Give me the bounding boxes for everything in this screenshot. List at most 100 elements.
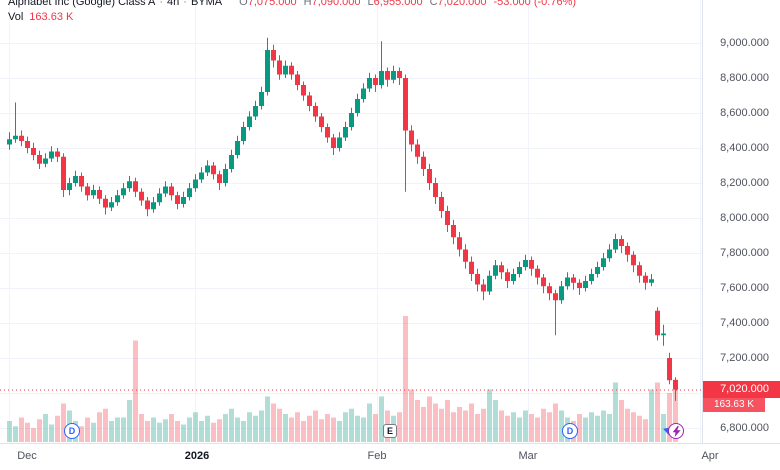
volume-bar: [487, 389, 492, 442]
volume-bar: [103, 408, 108, 442]
dividend-badge[interactable]: D: [562, 423, 578, 439]
volume-bar: [13, 426, 18, 442]
candle-body: [265, 50, 270, 92]
high-value: 7,090.000: [311, 0, 361, 8]
earnings-badge-label: E: [386, 426, 393, 436]
candle-body: [391, 71, 396, 80]
volume-bar: [205, 415, 210, 442]
dividend-badge[interactable]: D: [64, 423, 80, 439]
volume-bar: [499, 410, 504, 442]
candle-body: [403, 78, 408, 131]
candle-body: [151, 202, 156, 210]
candle-body: [421, 156, 426, 169]
symbol-legend[interactable]: Alphabet Inc (Google) Class A · 4h · BYMA O7,…: [8, 0, 576, 8]
candle-body: [259, 92, 264, 106]
current-price-label: 7,020.000: [703, 380, 780, 398]
dividend-badge-label: D: [68, 426, 76, 436]
volume-bar: [439, 408, 444, 442]
candle-body: [277, 60, 282, 75]
candle-body: [355, 99, 360, 113]
candle-body: [457, 237, 462, 250]
candle-body: [517, 267, 522, 274]
candle-body: [397, 71, 402, 78]
volume-bar: [163, 419, 168, 442]
flash-event-badge[interactable]: [668, 423, 684, 439]
volume-bar: [361, 417, 366, 442]
candle-body: [115, 195, 120, 203]
price-axis-label: 6,800.000: [720, 422, 769, 434]
volume-bar: [121, 417, 126, 442]
volume-bar: [469, 403, 474, 442]
volume-legend[interactable]: Vol 163.63 K: [8, 11, 73, 23]
candle-body: [487, 275, 492, 292]
volume-bar: [595, 415, 600, 442]
exchange-label: BYMA: [190, 0, 223, 8]
candle-body: [577, 282, 582, 288]
earnings-badge[interactable]: E: [383, 424, 397, 438]
volume-bar: [481, 408, 486, 442]
volume-bar: [223, 414, 228, 442]
volume-bar: [49, 424, 54, 442]
symbol-title[interactable]: Alphabet Inc (Google) Class A: [8, 0, 156, 8]
candle-body: [343, 127, 348, 138]
volume-bar: [355, 415, 360, 442]
candle-body: [409, 130, 414, 145]
volume-bar: [145, 421, 150, 442]
volume-bar: [535, 417, 540, 442]
volume-bar: [115, 417, 120, 442]
time-axis-label: 2026: [184, 450, 210, 462]
volume-bar: [271, 403, 276, 442]
candle-body: [319, 116, 324, 127]
price-axis-label: 8,600.000: [720, 107, 769, 119]
volume-bar: [457, 407, 462, 442]
volume-bar: [415, 400, 420, 442]
close-value: 7,020.000: [437, 0, 487, 8]
time-axis[interactable]: Dec 2026 Feb Mar Apr: [0, 443, 780, 470]
candle-body: [91, 190, 96, 196]
candle-body: [499, 265, 504, 273]
current-volume-label: 163.63 K: [703, 397, 765, 412]
candle-body: [37, 155, 42, 164]
candle-body: [169, 186, 174, 196]
candle-body: [649, 279, 654, 283]
lightning-icon: [672, 425, 681, 437]
candle-body: [481, 284, 486, 292]
candle-body: [565, 277, 570, 287]
volume-bar: [589, 412, 594, 442]
candle-body: [253, 106, 258, 117]
volume-bar: [505, 415, 510, 442]
candle-body: [61, 156, 66, 190]
price-axis[interactable]: 7,020.000 163.63 K 9,000.000 8,800.000 8,6…: [702, 0, 780, 443]
candle-body: [589, 274, 594, 281]
volume-bar: [55, 415, 60, 442]
candle-body: [223, 169, 228, 183]
candle-body: [25, 141, 30, 148]
interval-label[interactable]: 4h: [167, 0, 180, 8]
volume-bar: [559, 410, 564, 442]
candle-body: [607, 249, 612, 259]
volume-bar: [397, 412, 402, 442]
volume-bar: [637, 415, 642, 442]
low-value: 6,955.000: [373, 0, 423, 8]
volume-bar: [337, 421, 342, 442]
candle-body: [511, 274, 516, 281]
candle-body: [433, 183, 438, 197]
candle-body: [673, 379, 678, 390]
candle-body: [247, 116, 252, 127]
volume-bar: [235, 417, 240, 442]
volume-bar: [43, 414, 48, 442]
candle-body: [7, 139, 12, 145]
candle-body: [583, 281, 588, 288]
volume-bar: [19, 417, 24, 442]
volume-bar: [175, 421, 180, 442]
volume-bar: [349, 408, 354, 442]
candle-body: [211, 165, 216, 175]
candle-body: [145, 200, 150, 210]
candle-body: [475, 274, 480, 285]
volume-bar: [475, 414, 480, 442]
volume-bar: [265, 396, 270, 442]
candle-body: [415, 144, 420, 157]
price-axis-label: 8,800.000: [720, 72, 769, 84]
